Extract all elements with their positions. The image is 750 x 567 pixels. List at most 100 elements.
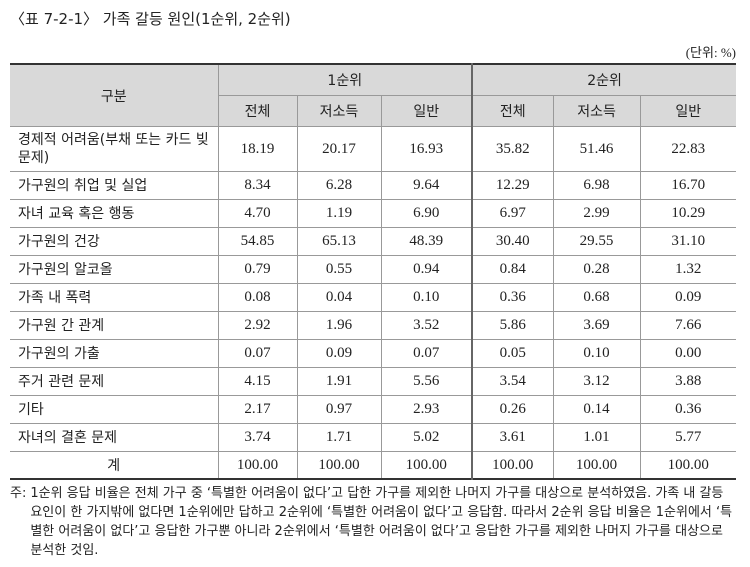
value-cell: 0.79 (217, 255, 298, 284)
value-cell: 4.15 (217, 367, 298, 396)
value-cell: 0.10 (380, 283, 473, 312)
value-cell: 5.56 (380, 367, 473, 396)
value-cell: 2.99 (552, 199, 641, 228)
row-label: 자녀의 결혼 문제 (10, 423, 219, 452)
value-cell: 1.32 (639, 255, 737, 284)
value-cell: 0.10 (552, 339, 641, 368)
note-text: 1순위 응답 비율은 전체 가구 중 ‘특별한 어려움이 없다’고 답한 가구를… (30, 486, 733, 558)
data-row: 기타 2.17 0.97 2.93 0.26 0.14 0.36 (10, 395, 737, 424)
data-table: 구분 1순위 2순위 전체 저소득 일반 전체 저소득 일반 경제적 어려움(부채 또는 카드 빚… (10, 63, 737, 480)
value-cell: 0.04 (296, 283, 382, 312)
sub-header: 일반 (639, 95, 737, 127)
sub-header: 저소득 (552, 95, 641, 127)
group-header: 2순위 (471, 63, 737, 96)
value-cell: 54.85 (217, 227, 298, 256)
total-cell: 100.00 (639, 451, 737, 480)
sub-header: 전체 (471, 95, 554, 127)
data-row: 주거 관련 문제 4.15 1.91 5.56 3.54 3.12 3.88 (10, 367, 737, 396)
value-cell: 5.77 (639, 423, 737, 452)
data-row: 가구원의 건강 54.85 65.13 48.39 30.40 29.55 31.10 (10, 227, 737, 256)
row-label: 주거 관련 문제 (10, 367, 219, 396)
total-cell: 100.00 (217, 451, 298, 480)
data-row: 가구원의 취업 및 실업 8.34 6.28 9.64 12.29 6.98 16.70 (10, 171, 737, 200)
value-cell: 0.26 (471, 395, 554, 424)
value-cell: 0.08 (217, 283, 298, 312)
corner-header: 구분 (10, 63, 219, 127)
value-cell: 3.88 (639, 367, 737, 396)
value-cell: 7.66 (639, 311, 737, 340)
value-cell: 4.70 (217, 199, 298, 228)
value-cell: 3.52 (380, 311, 473, 340)
value-cell: 20.17 (296, 126, 382, 172)
data-row: 자녀의 결혼 문제 3.74 1.71 5.02 3.61 1.01 5.77 (10, 423, 737, 452)
value-cell: 2.93 (380, 395, 473, 424)
data-row: 가구원의 알코올 0.79 0.55 0.94 0.84 0.28 1.32 (10, 255, 737, 284)
value-cell: 3.69 (552, 311, 641, 340)
row-label: 가족 내 폭력 (10, 283, 219, 312)
row-label: 경제적 어려움(부채 또는 카드 빚 문제) (10, 126, 219, 172)
value-cell: 30.40 (471, 227, 554, 256)
data-row: 가구원의 가출 0.07 0.09 0.07 0.05 0.10 0.00 (10, 339, 737, 368)
value-cell: 3.54 (471, 367, 554, 396)
value-cell: 0.05 (471, 339, 554, 368)
value-cell: 12.29 (471, 171, 554, 200)
group-header: 1순위 (217, 63, 473, 96)
value-cell: 5.02 (380, 423, 473, 452)
value-cell: 3.74 (217, 423, 298, 452)
value-cell: 0.97 (296, 395, 382, 424)
value-cell: 2.92 (217, 311, 298, 340)
value-cell: 0.94 (380, 255, 473, 284)
value-cell: 2.17 (217, 395, 298, 424)
value-cell: 5.86 (471, 311, 554, 340)
value-cell: 0.09 (639, 283, 737, 312)
value-cell: 18.19 (217, 126, 298, 172)
value-cell: 9.64 (380, 171, 473, 200)
value-cell: 35.82 (471, 126, 554, 172)
value-cell: 22.83 (639, 126, 737, 172)
header-row: 구분 1순위 2순위 (10, 63, 737, 127)
total-row: 계 100.00 100.00 100.00 100.00 100.00 100.00 (10, 451, 737, 480)
sub-header: 전체 (218, 95, 298, 127)
total-label: 계 (10, 451, 219, 480)
value-cell: 8.34 (217, 171, 298, 200)
data-row: 가족 내 폭력 0.08 0.04 0.10 0.36 0.68 0.09 (10, 283, 737, 312)
value-cell: 6.98 (552, 171, 641, 200)
sub-header: 일반 (380, 95, 473, 127)
value-cell: 3.61 (471, 423, 554, 452)
value-cell: 1.71 (296, 423, 382, 452)
value-cell: 48.39 (380, 227, 473, 256)
value-cell: 31.10 (639, 227, 737, 256)
value-cell: 1.19 (296, 199, 382, 228)
row-label: 자녀 교육 혹은 행동 (10, 199, 219, 228)
row-label: 가구원의 취업 및 실업 (10, 171, 219, 200)
value-cell: 0.07 (380, 339, 473, 368)
value-cell: 0.55 (296, 255, 382, 284)
value-cell: 65.13 (296, 227, 382, 256)
value-cell: 0.36 (639, 395, 737, 424)
value-cell: 0.00 (639, 339, 737, 368)
row-label: 기타 (10, 395, 219, 424)
value-cell: 1.91 (296, 367, 382, 396)
total-cell: 100.00 (552, 451, 641, 480)
value-cell: 16.93 (380, 126, 473, 172)
value-cell: 6.90 (380, 199, 473, 228)
notes: 주: 1순위 응답 비율은 전체 가구 중 ‘특별한 어려움이 없다’고 답한 … (10, 484, 738, 560)
value-cell: 29.55 (552, 227, 641, 256)
value-cell: 0.09 (296, 339, 382, 368)
row-label: 가구원의 알코올 (10, 255, 219, 284)
data-row: 가구원 간 관계 2.92 1.96 3.52 5.86 3.69 7.66 (10, 311, 737, 340)
sub-header: 저소득 (296, 95, 382, 127)
value-cell: 10.29 (639, 199, 737, 228)
value-cell: 1.96 (296, 311, 382, 340)
total-cell: 100.00 (471, 451, 554, 480)
total-cell: 100.00 (380, 451, 473, 480)
row-label: 가구원 간 관계 (10, 311, 219, 340)
value-cell: 3.12 (552, 367, 641, 396)
note-prefix: 주: (10, 486, 27, 501)
total-cell: 100.00 (296, 451, 382, 480)
table-title: 〈표 7-2-1〉 가족 갈등 원인(1순위, 2순위) (10, 10, 291, 28)
value-cell: 16.70 (639, 171, 737, 200)
value-cell: 6.97 (471, 199, 554, 228)
row-label: 가구원의 가출 (10, 339, 219, 368)
value-cell: 0.36 (471, 283, 554, 312)
